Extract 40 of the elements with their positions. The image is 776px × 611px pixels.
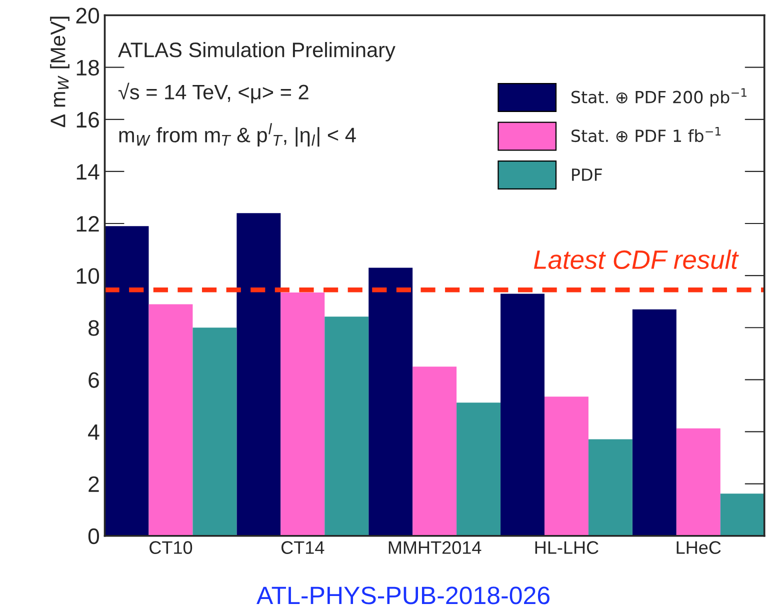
bar <box>236 213 281 536</box>
legend-label: Stat. ⊕ PDF 200 pb$^{−1}$ <box>572 88 746 107</box>
y-tick-label: 16 <box>76 112 99 128</box>
bar <box>104 226 149 536</box>
bar <box>280 292 325 536</box>
bar <box>632 309 676 536</box>
x-tick-label: CT14 <box>281 541 324 554</box>
bar <box>412 366 457 536</box>
text: ATL-PHYS-PUB-2018-026 <box>256 586 550 604</box>
bar <box>192 328 237 536</box>
legend-label: PDF <box>572 168 602 181</box>
y-tick-label: 8 <box>88 320 99 336</box>
y-tick-label: 6 <box>88 372 99 388</box>
y-tick-label: 4 <box>88 424 100 440</box>
y-tick-label: 10 <box>76 268 100 284</box>
text: m$_{W}$ from m$_{T}$ & p$^{l}$$_{T}$, |η$_{l}$| < 4 <box>119 123 356 147</box>
y-tick-label: 0 <box>88 528 100 544</box>
y-tick-label: 2 <box>88 476 99 492</box>
bar <box>720 494 764 536</box>
bar <box>368 268 413 536</box>
bar <box>676 428 720 536</box>
y-tick-label: 18 <box>76 60 99 76</box>
bar <box>148 304 193 536</box>
ref-line-label: Latest CDF result <box>534 250 739 270</box>
x-tick-label: CT10 <box>150 541 192 554</box>
x-tick-label: LHeC <box>676 541 721 554</box>
x-tick-label: HL-LHC <box>535 541 598 554</box>
legend-label: Stat. ⊕ PDF 1 fb$^{−1}$ <box>572 126 721 142</box>
annotation: ATLAS Simulation Preliminary <box>118 42 396 62</box>
bar <box>456 402 501 536</box>
x-tick-label: MMHT2014 <box>388 541 482 554</box>
y-tick-label: 12 <box>76 216 99 232</box>
y-axis-title: Δ m$_{W}$ [MeV] <box>50 16 70 128</box>
bar <box>500 294 544 536</box>
bar <box>588 439 632 536</box>
bar <box>544 396 588 536</box>
annotation: √s = 14 TeV, <μ> = 2 <box>118 82 308 104</box>
bar <box>324 316 369 536</box>
y-tick-label: 20 <box>76 8 100 24</box>
y-tick-label: 14 <box>76 164 100 180</box>
